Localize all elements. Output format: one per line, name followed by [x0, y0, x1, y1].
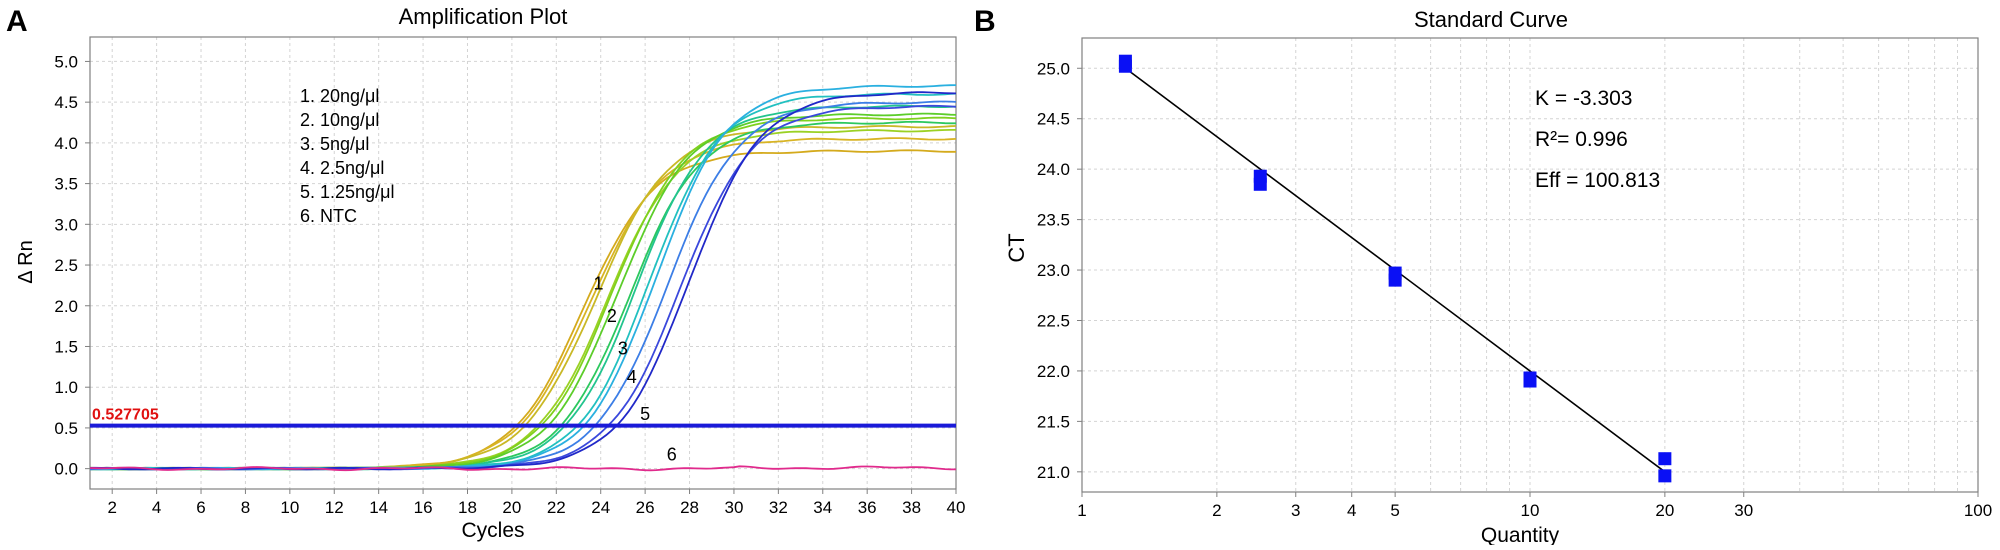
a-ytick-label: 1.0	[54, 378, 78, 397]
a-xtick-label: 6	[196, 498, 205, 517]
curve-number-labels: 123 456	[593, 273, 676, 464]
a-xtick-label: 26	[636, 498, 655, 517]
slope-annotation: K = -3.303	[1535, 87, 1632, 110]
b-xtick-label: 3	[1291, 501, 1300, 520]
amplification-x-axis-label: Cycles	[461, 519, 524, 542]
legend-item-3: 3. 5ng/μl	[300, 134, 369, 154]
a-xtick-label: 16	[414, 498, 433, 517]
amplification-curves	[89, 84, 957, 472]
b-xtick-label: 100	[1964, 501, 1992, 520]
b-xtick-label: 2	[1212, 501, 1221, 520]
b-ytick-label: 22.0	[1037, 362, 1070, 381]
b-xtick-label: 20	[1655, 501, 1674, 520]
b-xtick-label: 1	[1077, 501, 1086, 520]
standard-curve-title: Standard Curve	[1414, 7, 1568, 32]
a-ytick-label: 3.0	[54, 215, 78, 234]
legend-item-5: 5. 1.25ng/μl	[300, 182, 394, 202]
b-ytick-label: 21.5	[1037, 412, 1070, 431]
amplification-y-ticks: 0.0 0.5 1.0 1.5 2.0 2.5 3.0 3.5 4.0 4.5 5.0	[54, 52, 90, 479]
a-ytick-label: 2.5	[54, 256, 78, 275]
a-xtick-label: 4	[152, 498, 161, 517]
b-xtick-label: 10	[1521, 501, 1540, 520]
r-squared-annotation: R²= 0.996	[1535, 128, 1628, 151]
curve-label-6: 6	[667, 444, 677, 464]
standard-curve-point-8	[1523, 374, 1537, 388]
standard-curve-point-9	[1658, 452, 1672, 466]
curve-label-2: 2	[607, 306, 617, 326]
curve-label-4: 4	[627, 367, 637, 387]
a-xtick-label: 34	[813, 498, 832, 517]
panel-label-b: B	[974, 5, 996, 38]
amplification-x-ticks: 2 4 6 8 10 12 14 16 18 20 22 24 26 28 30 32 34 36 38 40	[107, 489, 965, 517]
a-xtick-label: 38	[902, 498, 921, 517]
a-ytick-label: 5.0	[54, 52, 78, 71]
standard-curve-y-ticks: 21.0 21.5 22.0 22.5 23.0 23.5 24.0 24.5 25.0	[1037, 59, 1082, 482]
standard-curve-grid	[1082, 38, 1978, 492]
curve-label-3: 3	[618, 339, 628, 359]
a-xtick-label: 28	[680, 498, 699, 517]
b-ytick-label: 22.5	[1037, 311, 1070, 330]
standard-curve-y-axis-label: CT	[1004, 233, 1029, 262]
amplification-plot-title: Amplification Plot	[399, 4, 568, 29]
a-ytick-label: 1.5	[54, 337, 78, 356]
b-ytick-label: 24.0	[1037, 160, 1070, 179]
amplification-plot-area	[89, 36, 957, 490]
amplification-legend: 1. 20ng/μl 2. 10ng/μl 3. 5ng/μl 4. 2.5ng…	[300, 86, 394, 226]
a-ytick-label: 4.5	[54, 93, 78, 112]
a-ytick-label: 2.0	[54, 297, 78, 316]
standard-curve-point-10	[1658, 469, 1672, 483]
a-xtick-label: 10	[280, 498, 299, 517]
b-xtick-label: 4	[1347, 501, 1356, 520]
a-ytick-label: 4.0	[54, 134, 78, 153]
standard-curve-x-axis-label: Quantity	[1481, 524, 1560, 545]
b-ytick-label: 24.5	[1037, 110, 1070, 129]
a-xtick-label: 36	[858, 498, 877, 517]
standard-curve-points	[1118, 54, 1672, 483]
threshold-label: 0.527705	[92, 407, 159, 424]
efficiency-annotation: Eff = 100.813	[1535, 169, 1660, 192]
curve-label-5: 5	[640, 404, 650, 424]
amplification-curve-14	[89, 465, 956, 472]
legend-item-1: 1. 20ng/μl	[300, 86, 379, 106]
panel-label-a: A	[6, 5, 28, 38]
standard-curve-point-4	[1253, 177, 1267, 191]
a-ytick-label: 0.5	[54, 419, 78, 438]
a-xtick-label: 32	[769, 498, 788, 517]
b-xtick-label: 30	[1734, 501, 1753, 520]
curve-label-1: 1	[593, 273, 603, 293]
a-xtick-label: 18	[458, 498, 477, 517]
b-xtick-label: 5	[1390, 501, 1399, 520]
b-ytick-label: 25.0	[1037, 59, 1070, 78]
a-xtick-label: 24	[591, 498, 610, 517]
a-xtick-label: 40	[947, 498, 966, 517]
a-xtick-label: 8	[241, 498, 250, 517]
a-xtick-label: 22	[547, 498, 566, 517]
b-ytick-label: 21.0	[1037, 463, 1070, 482]
a-ytick-label: 3.5	[54, 175, 78, 194]
b-ytick-label: 23.5	[1037, 211, 1070, 230]
legend-item-4: 4. 2.5ng/μl	[300, 158, 384, 178]
a-xtick-label: 20	[502, 498, 521, 517]
a-xtick-label: 14	[369, 498, 388, 517]
legend-item-2: 2. 10ng/μl	[300, 110, 379, 130]
a-xtick-label: 30	[724, 498, 743, 517]
legend-item-6: 6. NTC	[300, 206, 357, 226]
amplification-y-axis-label: Δ Rn	[15, 240, 37, 283]
standard-curve-x-ticks: 1 2 3 4 5 10 20 30 100	[1077, 492, 1992, 520]
standard-curve-point-2	[1118, 59, 1132, 73]
a-xtick-label: 12	[325, 498, 344, 517]
b-ytick-label: 23.0	[1037, 261, 1070, 280]
amplification-plot-panel: A Amplification Plot 0.527705 0.0 0.5 1.0 1…	[6, 4, 965, 542]
standard-curve-point-6	[1388, 273, 1402, 287]
a-xtick-label: 2	[107, 498, 116, 517]
standard-curve-panel: B Standard Curve 21.0 21.5 22.0 22.5 23.0 23.…	[974, 5, 1992, 547]
a-ytick-label: 0.0	[54, 460, 78, 479]
